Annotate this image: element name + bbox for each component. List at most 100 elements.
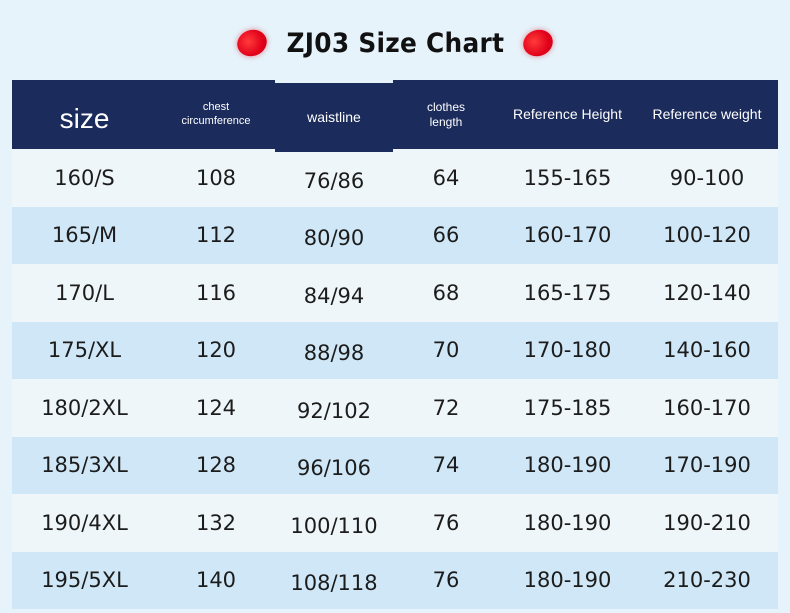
- cell-size: 195/5XL: [12, 551, 157, 609]
- cell-weight: 160-170: [636, 379, 778, 437]
- cell-size: 170/L: [12, 264, 157, 322]
- cell-weight: 190-210: [636, 494, 778, 552]
- cell-length: 70: [393, 321, 499, 379]
- cell-size-value: 175/XL: [47, 338, 122, 363]
- table-row: 175/XL 120 88/98 70 170-180 140-160: [12, 321, 778, 379]
- cell-chest-value: 124: [195, 395, 237, 420]
- cell-height: 180-190: [499, 494, 636, 552]
- cell-size-value: 185/3XL: [41, 453, 128, 478]
- page-title: ZJ03 Size Chart: [286, 27, 504, 59]
- cell-size: 165/M: [12, 206, 157, 264]
- header-size-label: size: [59, 103, 110, 134]
- cell-length: 76: [393, 494, 499, 552]
- cell-size-value: 195/5XL: [41, 568, 128, 593]
- cell-weight-value: 90-100: [669, 165, 745, 190]
- cell-weight-value: 160-170: [663, 395, 751, 420]
- cell-waistline: 84/94: [275, 264, 393, 322]
- cell-chest-value: 140: [195, 568, 237, 593]
- cell-length-value: 76: [432, 510, 460, 535]
- cell-chest: 108: [157, 149, 275, 207]
- cell-height-value: 180-190: [523, 510, 612, 535]
- cell-length-value: 74: [432, 453, 460, 478]
- cell-length: 76: [393, 551, 499, 609]
- header-height-label: Reference Height: [513, 105, 622, 122]
- cell-waistline: 92/102: [275, 379, 393, 437]
- cell-weight: 120-140: [636, 264, 778, 322]
- table-row: 160/S 108 76/86 64 155-165 90-100: [12, 149, 778, 207]
- header-chest-line2: circumference: [181, 114, 251, 127]
- cell-length-value: 72: [432, 395, 460, 420]
- cell-chest-value: 132: [195, 510, 237, 535]
- cell-size-value: 165/M: [51, 223, 118, 248]
- cell-weight: 170-190: [636, 436, 778, 494]
- cell-length: 72: [393, 379, 499, 437]
- cell-length: 64: [393, 149, 499, 207]
- cell-chest: 132: [157, 494, 275, 552]
- cell-waistline-value: 96/106: [297, 456, 371, 481]
- cell-height-value: 180-190: [523, 568, 612, 593]
- size-chart-table-wrapper: size chest circumference waistline cloth…: [12, 80, 778, 609]
- cell-weight: 140-160: [636, 321, 778, 379]
- cell-length-value: 70: [432, 338, 460, 363]
- cell-waistline: 76/86: [275, 149, 393, 207]
- cell-height-value: 180-190: [523, 453, 612, 478]
- cell-waistline-value: 76/86: [303, 168, 365, 193]
- cell-height: 180-190: [499, 436, 636, 494]
- header-height: Reference Height: [499, 80, 636, 149]
- red-dot-icon: [519, 25, 557, 61]
- table-row: 195/5XL 140 108/118 76 180-190 210-230: [12, 551, 778, 609]
- cell-chest-value: 112: [195, 223, 237, 248]
- header-length-line2: length: [429, 114, 463, 129]
- header-length: clothes length: [393, 80, 499, 149]
- cell-height-value: 160-170: [523, 223, 612, 248]
- cell-size-value: 190/4XL: [41, 510, 128, 535]
- cell-size: 160/S: [12, 149, 157, 207]
- cell-length-value: 66: [432, 223, 460, 248]
- cell-waistline: 100/110: [275, 494, 393, 552]
- cell-size: 175/XL: [12, 321, 157, 379]
- cell-height: 175-185: [499, 379, 636, 437]
- cell-waistline-value: 92/102: [297, 398, 371, 423]
- cell-waistline-value: 84/94: [303, 283, 365, 308]
- cell-chest-value: 108: [195, 165, 237, 190]
- cell-height: 170-180: [499, 321, 636, 379]
- header-waistline: waistline: [275, 83, 393, 152]
- table-row: 185/3XL 128 96/106 74 180-190 170-190: [12, 436, 778, 494]
- cell-waistline-value: 80/90: [303, 226, 365, 251]
- cell-size-value: 170/L: [55, 280, 114, 305]
- cell-chest-value: 116: [195, 280, 237, 305]
- cell-height-value: 175-185: [523, 395, 612, 420]
- cell-chest: 120: [157, 321, 275, 379]
- cell-waistline: 88/98: [275, 321, 393, 379]
- cell-weight: 90-100: [636, 149, 778, 207]
- cell-waistline: 96/106: [275, 436, 393, 494]
- table-row: 170/L 116 84/94 68 165-175 120-140: [12, 264, 778, 322]
- cell-weight-value: 210-230: [663, 568, 751, 593]
- cell-length-value: 68: [432, 280, 460, 305]
- cell-length-value: 64: [432, 165, 460, 190]
- cell-height-value: 170-180: [523, 338, 612, 363]
- size-chart-table: size chest circumference waistline cloth…: [12, 80, 778, 609]
- cell-chest: 128: [157, 436, 275, 494]
- cell-size: 180/2XL: [12, 379, 157, 437]
- header-waistline-label: waistline: [307, 108, 361, 125]
- cell-chest: 112: [157, 206, 275, 264]
- cell-chest: 140: [157, 551, 275, 609]
- cell-length: 74: [393, 436, 499, 494]
- cell-length: 66: [393, 206, 499, 264]
- cell-waistline-value: 100/110: [290, 513, 378, 538]
- cell-waistline: 80/90: [275, 206, 393, 264]
- cell-weight: 210-230: [636, 551, 778, 609]
- header-size: size: [12, 80, 157, 149]
- cell-weight-value: 170-190: [663, 453, 751, 478]
- cell-waistline-value: 88/98: [303, 341, 365, 366]
- cell-weight-value: 120-140: [663, 280, 751, 305]
- header-chest-line1: chest: [202, 100, 230, 113]
- cell-weight-value: 190-210: [663, 510, 751, 535]
- table-body: 160/S 108 76/86 64 155-165 90-100 165/M 112 80/9…: [12, 149, 778, 609]
- cell-size: 190/4XL: [12, 494, 157, 552]
- cell-chest: 124: [157, 379, 275, 437]
- cell-size-value: 180/2XL: [41, 395, 128, 420]
- header-chest: chest circumference: [157, 80, 275, 149]
- cell-height: 180-190: [499, 551, 636, 609]
